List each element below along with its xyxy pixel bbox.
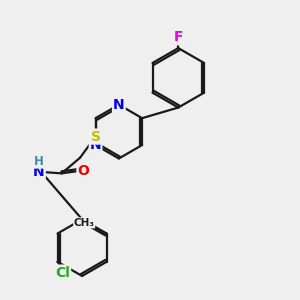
Text: N: N [113,98,125,112]
Text: CH₃: CH₃ [74,218,95,228]
Text: H: H [34,155,44,168]
Text: N: N [33,165,45,179]
Text: N: N [90,138,101,152]
Text: Cl: Cl [55,266,70,280]
Text: O: O [77,164,89,178]
Text: S: S [91,130,100,144]
Text: F: F [174,30,183,44]
